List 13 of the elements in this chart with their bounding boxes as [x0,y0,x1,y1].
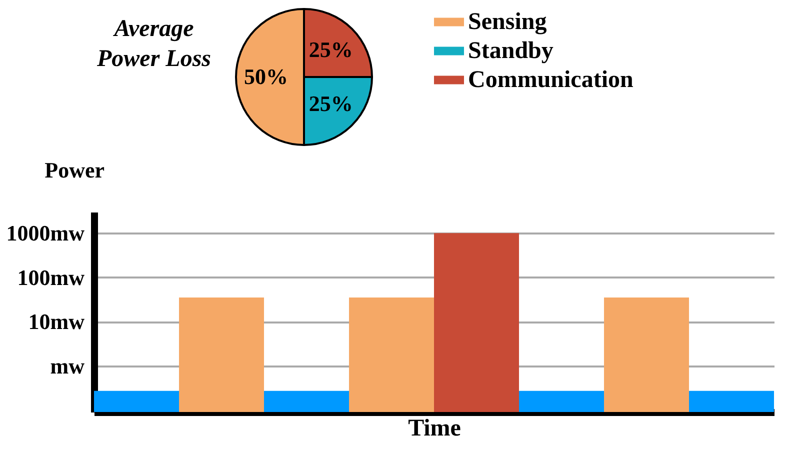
y-tick-label: 100mw [17,264,85,290]
y-tick-label: 1000mw [6,220,85,246]
legend-label: Communication [468,67,634,93]
x-axis-title: Time [408,416,462,442]
text: Average Power Loss [96,16,211,72]
y-axis-title: Power [44,158,105,182]
data-label: 50% [244,64,288,89]
y-tick-label: 10mw [28,309,85,334]
data-label: 25% [308,37,353,62]
legend-label: Sensing [468,9,547,35]
data-label: 25% [308,90,353,116]
y-tick-label: mw [50,353,85,378]
legend-label: Standby [468,38,554,64]
